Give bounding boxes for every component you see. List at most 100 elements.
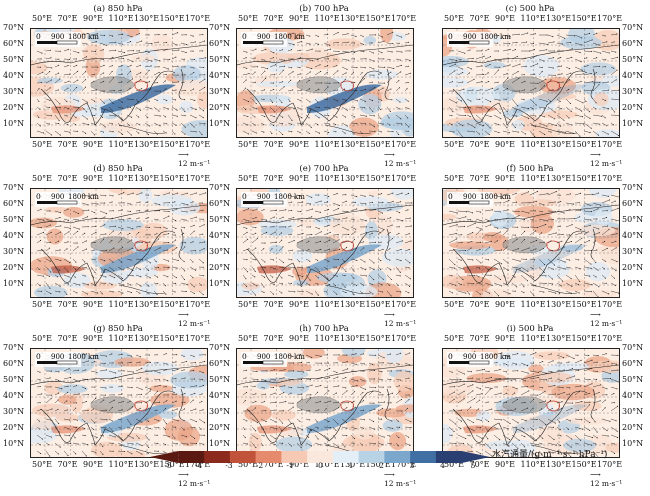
lon-label-bottom: 110°E xyxy=(108,300,134,309)
map-canvas: 0 900 1800 km xyxy=(237,349,413,457)
lon-label-top: 70°E xyxy=(263,174,284,183)
map-panel-a: 0 900 1800 km xyxy=(30,28,208,138)
panel-title-e: (e) 700 hPa xyxy=(299,164,349,174)
reference-vector-label: 12 m·s⁻¹ xyxy=(590,479,623,488)
scalebar-zero: 0 xyxy=(448,352,453,361)
lat-label: 20°N xyxy=(209,263,231,272)
lon-label-top: 170°E xyxy=(391,334,417,343)
lon-label-top: 150°E xyxy=(365,14,391,23)
lon-label-top: 130°E xyxy=(340,334,366,343)
lon-label-bottom: 90°E xyxy=(83,140,104,149)
lon-label-bottom: 50°E xyxy=(32,300,53,309)
lon-label-top: 170°E xyxy=(597,334,623,343)
lon-label-top: 110°E xyxy=(108,174,134,183)
lon-label-bottom: 50°E xyxy=(444,140,465,149)
lon-label-bottom: 70°E xyxy=(469,460,490,469)
reference-arrow-icon: ⟶ xyxy=(590,150,601,159)
scale-bar: 0 900 1800 km xyxy=(241,32,305,47)
map-canvas: 0 900 1800 km xyxy=(31,189,207,297)
scalebar-mid: 900 xyxy=(463,193,476,201)
scalebar-mid: 900 xyxy=(51,33,64,41)
colorbar-tick: 1 xyxy=(348,461,354,470)
lat-label: 10°N xyxy=(209,439,231,448)
lon-label-bottom: 70°E xyxy=(263,460,284,469)
lon-label-top: 110°E xyxy=(314,14,340,23)
lon-label-bottom: 170°E xyxy=(185,300,211,309)
scalebar-end: 1800 km xyxy=(480,33,511,41)
lon-label-bottom: 110°E xyxy=(520,300,546,309)
lon-label-top: 130°E xyxy=(546,174,572,183)
lat-label: 10°N xyxy=(209,119,231,128)
lon-label-top: 70°E xyxy=(57,14,78,23)
lon-label-bottom: 150°E xyxy=(365,140,391,149)
lon-label-top: 70°E xyxy=(469,14,490,23)
panel-title-c: (c) 500 hPa xyxy=(505,4,555,14)
map-canvas: 0 900 1800 km xyxy=(443,189,619,297)
lon-label-bottom: 90°E xyxy=(289,300,310,309)
lon-label-bottom: 50°E xyxy=(238,460,259,469)
lon-label-bottom: 170°E xyxy=(391,140,417,149)
lon-label-bottom: 170°E xyxy=(597,460,623,469)
scale-bar: 0 900 1800 km xyxy=(35,352,99,367)
lon-label-top: 70°E xyxy=(469,174,490,183)
colorbar xyxy=(150,448,490,467)
scalebar-zero: 0 xyxy=(36,32,41,41)
lon-label-top: 110°E xyxy=(520,334,546,343)
colorbar-tick: -4 xyxy=(194,461,203,470)
lon-label-top: 170°E xyxy=(597,14,623,23)
lon-label-top: 110°E xyxy=(314,334,340,343)
lon-label-bottom: 170°E xyxy=(597,140,623,149)
lon-label-bottom: 130°E xyxy=(134,140,160,149)
lon-label-bottom: 50°E xyxy=(238,300,259,309)
lat-label: 30°N xyxy=(622,87,644,96)
panel-title-i: (i) 500 hPa xyxy=(506,324,554,334)
lon-label-bottom: 170°E xyxy=(185,460,211,469)
map-panel-g: 0 900 1800 km xyxy=(30,348,208,458)
lon-label-top: 170°E xyxy=(185,14,211,23)
colorbar-extend-high xyxy=(461,451,490,463)
reference-vector-b: ⟶ 12 m·s⁻¹ xyxy=(384,150,416,168)
map-canvas: 0 900 1800 km xyxy=(237,29,413,137)
lon-label-bottom: 150°E xyxy=(159,460,185,469)
lat-label: 60°N xyxy=(209,199,231,208)
lon-label-bottom: 170°E xyxy=(185,140,211,149)
lat-label: 20°N xyxy=(622,103,644,112)
lat-label: 60°N xyxy=(622,359,644,368)
lat-label: 60°N xyxy=(622,199,644,208)
lon-label-bottom: 130°E xyxy=(134,460,160,469)
colorbar-tick: 2 xyxy=(379,461,384,470)
lon-label-bottom: 130°E xyxy=(546,300,572,309)
lon-label-top: 170°E xyxy=(391,14,417,23)
lon-label-bottom: 50°E xyxy=(444,300,465,309)
lon-label-top: 150°E xyxy=(571,14,597,23)
lon-label-bottom: 110°E xyxy=(314,300,340,309)
reference-vector-label: 12 m·s⁻¹ xyxy=(384,159,417,168)
lat-label: 10°N xyxy=(622,279,644,288)
lat-label: 30°N xyxy=(3,87,25,96)
lon-label-bottom: 90°E xyxy=(495,300,516,309)
scalebar-mid: 900 xyxy=(257,353,270,361)
colorbar-segment xyxy=(435,451,463,463)
scalebar-zero: 0 xyxy=(242,32,247,41)
reference-vector-h: ⟶ 12 m·s⁻¹ xyxy=(384,470,416,488)
lat-label: 60°N xyxy=(622,39,644,48)
lat-label: 40°N xyxy=(209,71,231,80)
scalebar-mid: 900 xyxy=(51,353,64,361)
lat-label: 40°N xyxy=(622,391,644,400)
lon-label-top: 70°E xyxy=(57,174,78,183)
lon-label-top: 130°E xyxy=(340,14,366,23)
scalebar-mid: 900 xyxy=(51,193,64,201)
colorbar-tick: 3 xyxy=(409,461,415,470)
lon-label-top: 90°E xyxy=(495,174,516,183)
lon-label-bottom: 130°E xyxy=(546,140,572,149)
lat-label: 20°N xyxy=(3,263,25,272)
lon-label-bottom: 110°E xyxy=(314,140,340,149)
reference-arrow-icon: ⟶ xyxy=(178,310,189,319)
reference-vector-label: 12 m·s⁻¹ xyxy=(384,319,417,328)
panel-title-b: (b) 700 hPa xyxy=(299,4,349,14)
reference-arrow-icon: ⟶ xyxy=(178,470,189,479)
lon-label-bottom: 130°E xyxy=(546,460,572,469)
lat-label: 50°N xyxy=(3,375,25,384)
lon-label-top: 50°E xyxy=(238,174,259,183)
lat-label: 50°N xyxy=(622,215,644,224)
